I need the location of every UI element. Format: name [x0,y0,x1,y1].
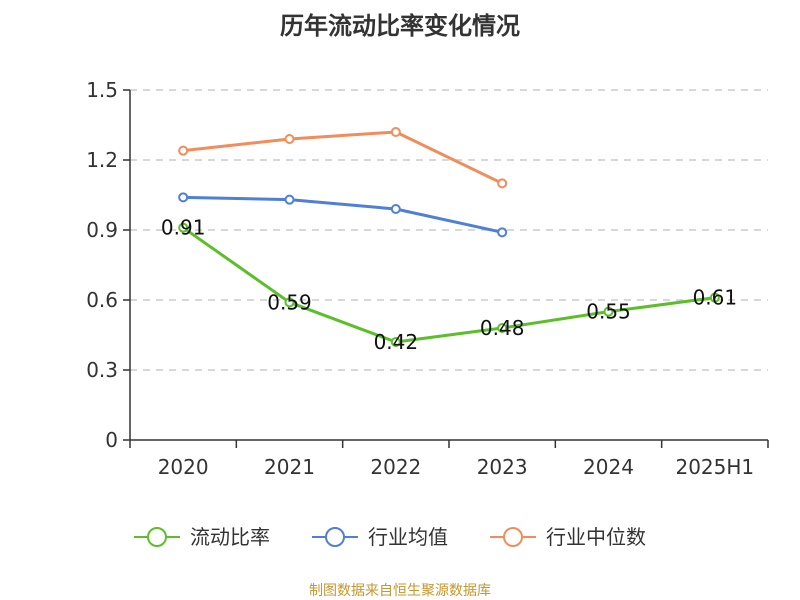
data-point [390,127,401,137]
y-tick-label: 1.5 [86,78,118,102]
data-label: 0.55 [586,300,631,324]
x-tick-label: 2022 [370,455,421,479]
legend-marker-circle [147,527,167,547]
data-label: 0.48 [480,316,525,340]
data-point [178,145,189,156]
y-tick-label: 0.3 [86,358,118,382]
x-tick-label: 2025H1 [675,455,754,479]
data-point [709,292,720,303]
legend-marker-circle [325,527,345,547]
y-tick-label: 0 [105,428,118,452]
axes: 0 0.3 0.6 0.9 1.2 1.5 2020 2021 2022 2023 2024 2025… [86,78,769,479]
data-label: 0.61 [693,286,738,310]
x-tick-label: 2023 [477,455,528,479]
legend-label: 流动比率 [190,525,270,549]
data-point [497,227,508,238]
grid-lines [130,89,768,371]
chart-title: 历年流动比率变化情况 [280,12,520,40]
series-layer [178,127,720,347]
data-labels: 0.91 0.59 0.42 0.48 0.55 0.61 [161,216,737,354]
data-point [284,297,295,308]
series-line [183,195,503,234]
data-point [603,306,614,317]
data-point [390,204,401,214]
legend-label: 行业均值 [368,525,448,549]
x-tick-label: 2021 [264,455,315,479]
legend: 流动比率 行业均值 行业中位数 [134,525,646,549]
data-point [178,222,189,233]
legend-marker-circle [503,527,523,547]
series-line [182,226,716,344]
data-label: 0.59 [267,290,312,314]
data-point [178,192,189,203]
source-note: 制图数据来自恒生聚源数据库 [309,583,491,599]
data-point [497,178,508,189]
data-label: 0.42 [374,330,419,354]
data-point [390,337,401,347]
data-point [284,194,295,205]
y-tick-label: 0.6 [86,288,118,312]
legend-label: 行业中位数 [546,525,646,549]
y-tick-label: 1.2 [86,148,118,172]
data-point [284,134,295,144]
data-label: 0.91 [161,216,206,240]
series-line [183,130,503,185]
x-tick-label: 2020 [158,455,209,479]
data-point [497,323,508,333]
x-tick-label: 2024 [583,455,634,479]
y-tick-label: 0.9 [86,218,118,242]
